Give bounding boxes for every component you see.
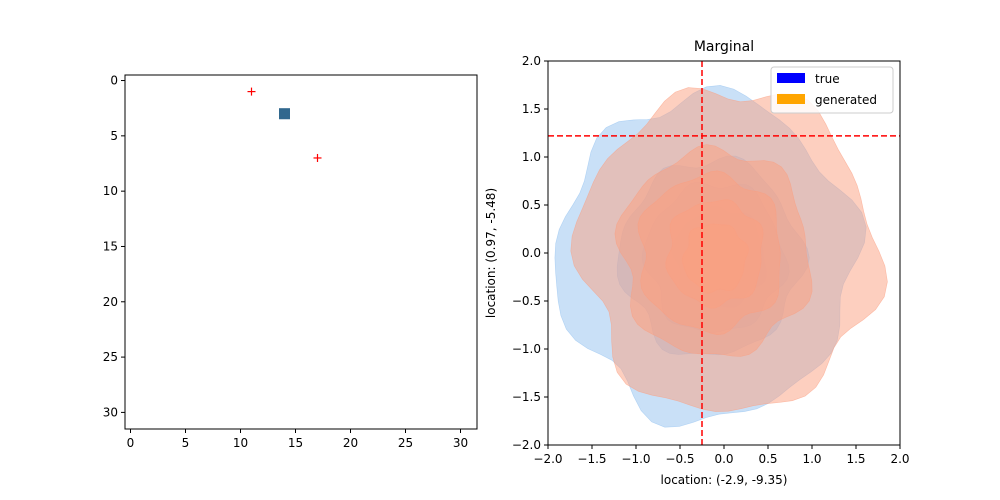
contour-series-generated [570, 87, 888, 412]
right-y-tick-label-7: 1.5 [522, 102, 541, 116]
right-chart-title: Marginal [694, 39, 754, 55]
legend-label-true: true [815, 72, 840, 86]
legend-swatch-true [777, 73, 805, 83]
right-y-tick-label-0: −2.0 [512, 438, 541, 452]
left-x-ticks: 0 5 10 15 20 25 30 [127, 429, 468, 450]
right-x-tick-label-1: −1.5 [577, 452, 606, 466]
left-y-tick-label-10: 10 [103, 184, 118, 198]
left-y-tick-label-30: 30 [103, 405, 118, 419]
left-y-ticks: 0 5 10 15 20 25 30 [103, 74, 125, 419]
right-x-tick-label-3: −0.5 [665, 452, 694, 466]
left-image-panel: 0 5 10 15 20 25 30 0 5 10 15 20 25 30 [103, 74, 478, 450]
right-y-tick-label-8: 2.0 [522, 54, 541, 68]
right-y-tick-label-5: 0.5 [522, 198, 541, 212]
right-y-tick-label-2: −1.0 [512, 342, 541, 356]
left-x-tick-label-15: 15 [288, 436, 303, 450]
left-x-tick-label-20: 20 [343, 436, 358, 450]
right-x-axis-label: location: (-2.9, -9.35) [661, 473, 788, 487]
left-x-tick-label-0: 0 [127, 436, 135, 450]
right-y-tick-label-6: 1.0 [522, 150, 541, 164]
legend: true generated [770, 66, 894, 114]
left-plot-area [125, 75, 477, 429]
marker-plus-1 [313, 153, 322, 162]
right-x-tick-label-0: −2.0 [533, 452, 562, 466]
right-marginal-panel: −2.0 −1.5 −1.0 −0.5 0.0 0.5 1.0 1.5 2.0 −2.0 −1.5… [484, 39, 910, 487]
right-x-tick-label-5: 0.5 [758, 452, 777, 466]
contour-generated-level-4 [681, 223, 749, 294]
right-y-ticks: −2.0 −1.5 −1.0 −0.5 0.0 0.5 1.0 1.5 2.0 [512, 54, 548, 452]
legend-label-generated: generated [815, 93, 877, 107]
legend-swatch-generated [777, 94, 805, 104]
right-y-tick-label-1: −1.5 [512, 390, 541, 404]
left-plot-content [247, 87, 322, 162]
left-y-tick-label-25: 25 [103, 350, 118, 364]
left-y-tick-label-0: 0 [110, 74, 118, 88]
left-x-tick-label-25: 25 [398, 436, 413, 450]
left-x-tick-label-10: 10 [233, 436, 248, 450]
right-x-ticks: −2.0 −1.5 −1.0 −0.5 0.0 0.5 1.0 1.5 2.0 [533, 445, 910, 466]
right-x-tick-label-6: 1.0 [802, 452, 821, 466]
right-plot-content [548, 61, 900, 445]
left-axes-frame [124, 74, 478, 430]
right-y-tick-label-3: −0.5 [512, 294, 541, 308]
left-y-tick-label-15: 15 [103, 239, 118, 253]
left-x-tick-label-30: 30 [453, 436, 468, 450]
marker-plus-0 [247, 87, 256, 96]
right-x-tick-label-4: 0.0 [714, 452, 733, 466]
left-y-tick-label-20: 20 [103, 295, 118, 309]
left-x-tick-label-5: 5 [182, 436, 190, 450]
right-x-tick-label-8: 2.0 [890, 452, 909, 466]
right-y-axis-label: location: (0.97, -5.48) [484, 188, 498, 318]
left-y-tick-label-5: 5 [110, 129, 118, 143]
right-x-tick-label-7: 1.5 [846, 452, 865, 466]
image-pixel [279, 108, 290, 120]
right-y-tick-label-4: 0.0 [522, 246, 541, 260]
right-x-tick-label-2: −1.0 [621, 452, 650, 466]
